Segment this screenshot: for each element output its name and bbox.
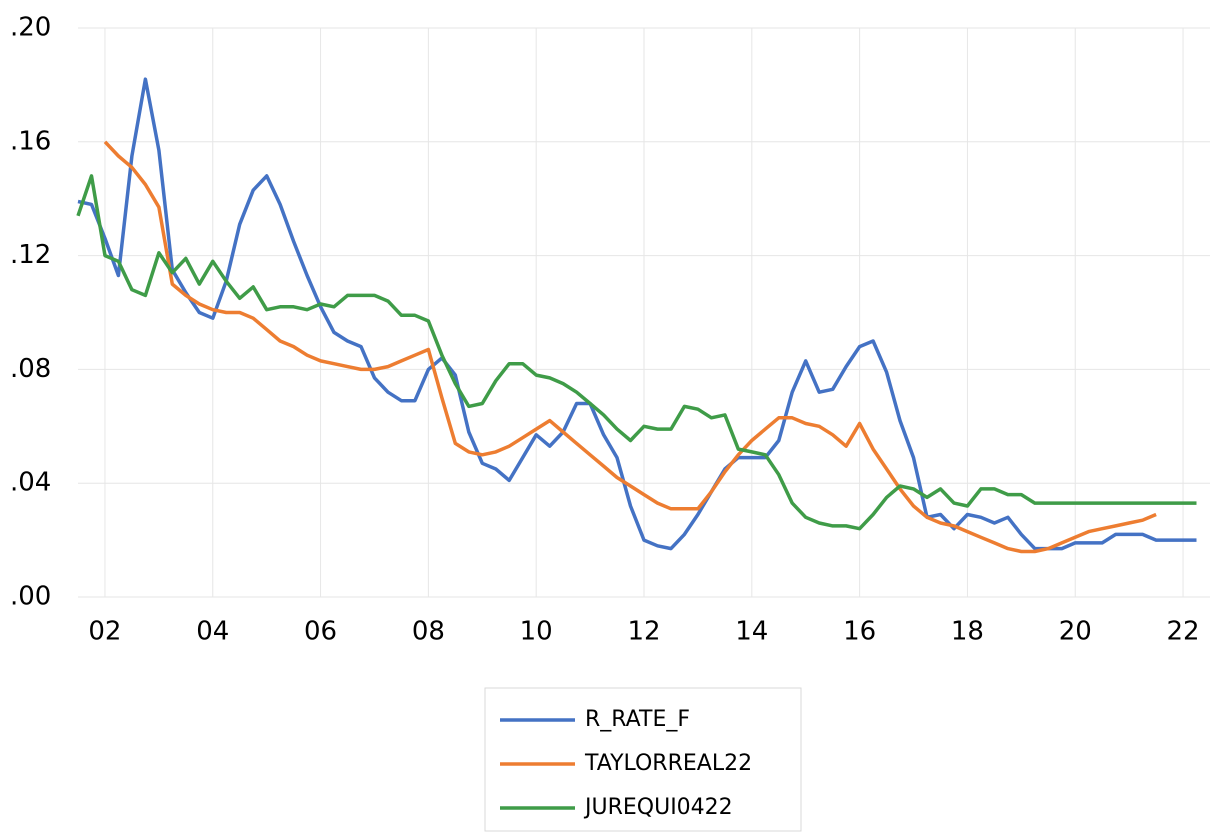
legend-label: R_RATE_F: [585, 707, 690, 732]
y-tick-label: .00: [10, 582, 51, 612]
x-tick-label: 20: [1059, 617, 1092, 647]
y-tick-label: .12: [10, 240, 51, 270]
legend-label: JUREQUI0422: [583, 795, 733, 820]
series-line: [103, 140, 1157, 554]
x-tick-label: 10: [520, 617, 553, 647]
x-tick-label: 02: [88, 617, 121, 647]
y-tick-label: .08: [10, 354, 51, 384]
series-line: [76, 174, 1197, 531]
y-tick-label: .04: [10, 468, 51, 498]
x-tick-label: 04: [196, 617, 229, 647]
y-tick-label: .20: [10, 13, 51, 43]
x-tick-label: 08: [412, 617, 445, 647]
series-line: [77, 77, 1197, 551]
x-tick-label: 22: [1167, 617, 1200, 647]
x-tick-label: 12: [627, 617, 660, 647]
x-tick-label: 14: [735, 617, 768, 647]
legend-label: TAYLORREAL22: [584, 751, 752, 776]
x-tick-label: 06: [304, 617, 337, 647]
x-tick-label: 16: [843, 617, 876, 647]
y-tick-label: .16: [10, 126, 51, 156]
x-tick-label: 18: [951, 617, 984, 647]
